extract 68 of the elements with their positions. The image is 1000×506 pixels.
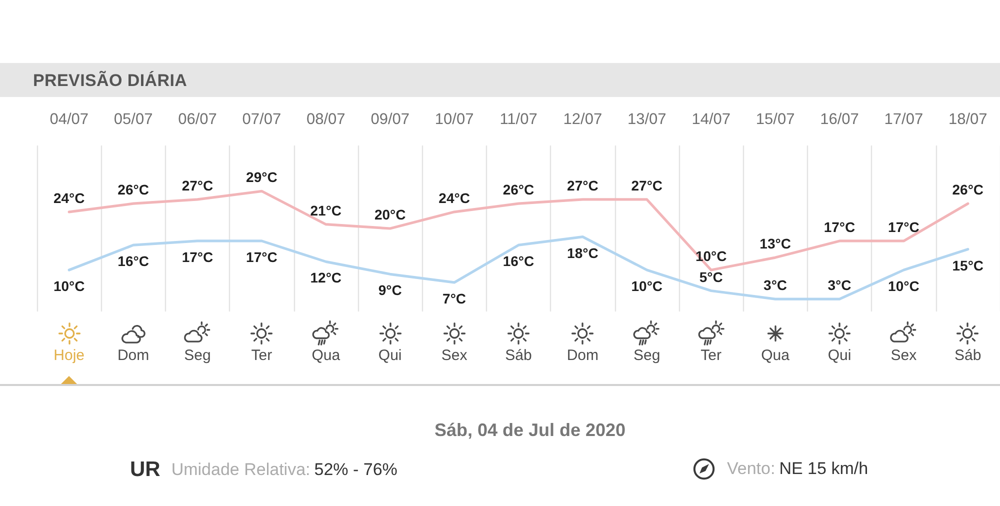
x-tick-label: 12/07: [563, 111, 602, 128]
x-tick-label: 13/07: [628, 111, 666, 128]
text: Qua: [761, 347, 790, 365]
data-label: 10°C: [53, 278, 85, 294]
text: UR: [130, 458, 160, 482]
data-label: 5°C: [699, 268, 723, 285]
x-tick-label: 06/07: [178, 111, 217, 128]
x-tick-label: 07/07: [242, 111, 282, 128]
data-label: 27°C: [567, 177, 598, 194]
data-label: 13°C: [760, 236, 791, 252]
text: Sex: [890, 347, 917, 365]
text: Sáb: [505, 347, 532, 365]
x-tick-label: 14/07: [692, 111, 730, 128]
data-label: 17°C: [888, 218, 920, 235]
x-tick-label: 05/07: [114, 111, 153, 128]
text: NE 15 km/h: [779, 459, 868, 479]
x-tick-label: 15/07: [756, 111, 795, 128]
data-label: 17°C: [182, 248, 214, 265]
data-label: 24°C: [438, 190, 470, 206]
text: Seg: [634, 347, 660, 365]
x-tick-label: 08/07: [306, 111, 346, 128]
x-tick-label: 09/07: [370, 111, 410, 128]
data-label: 10°C: [888, 278, 920, 294]
data-label: 21°C: [310, 202, 342, 218]
x-tick-label: 11/07: [500, 111, 538, 128]
data-label: 9°C: [378, 282, 402, 298]
data-label: 12°C: [310, 270, 342, 286]
text: Ter: [700, 347, 722, 365]
text: Qui: [828, 347, 852, 365]
data-label: 26°C: [118, 182, 149, 198]
data-label: 26°C: [952, 182, 984, 198]
data-label: 16°C: [502, 253, 534, 270]
data-label: 17°C: [824, 218, 856, 235]
text: Ter: [251, 347, 272, 365]
text: Sáb: [954, 347, 982, 365]
data-label: 7°C: [442, 290, 466, 306]
text: Sex: [441, 347, 468, 365]
x-tick-label: 10/07: [434, 111, 474, 128]
data-label: 17°C: [246, 248, 278, 265]
x-tick-label: 18/07: [948, 111, 988, 128]
x-tick-label: 16/07: [820, 111, 859, 128]
data-label: 3°C: [764, 277, 788, 294]
text: Qui: [378, 347, 402, 365]
text: Dom: [566, 347, 599, 365]
data-label: 18°C: [567, 244, 598, 261]
data-label: 15°C: [952, 257, 984, 274]
text: Vento:: [727, 459, 776, 479]
data-label: 10°C: [695, 248, 727, 264]
text: Dom: [117, 347, 150, 365]
data-label: 26°C: [502, 182, 534, 198]
data-label: 16°C: [118, 253, 149, 270]
text: 52% - 76%: [314, 460, 398, 480]
data-label: 10°C: [631, 278, 663, 294]
data-label: 29°C: [246, 169, 278, 186]
text: Umidade Relativa:: [171, 460, 310, 480]
text: Sáb, 04 de Jul de 2020: [434, 419, 626, 441]
data-label: 3°C: [828, 277, 852, 294]
data-label: 27°C: [182, 177, 214, 194]
x-tick-label: 04/07: [50, 111, 88, 128]
text: Qua: [312, 347, 340, 365]
text: Hoje: [54, 347, 85, 365]
x-tick-label: 17/07: [884, 111, 924, 128]
text: Seg: [184, 347, 211, 365]
data-label: 24°C: [53, 190, 85, 206]
data-label: 20°C: [374, 206, 406, 222]
chart-title: PREVISÃO DIÁRIA: [33, 71, 188, 91]
data-label: 27°C: [631, 177, 663, 194]
header-bar: PREVISÃO DIÁRIA: [0, 63, 1000, 97]
